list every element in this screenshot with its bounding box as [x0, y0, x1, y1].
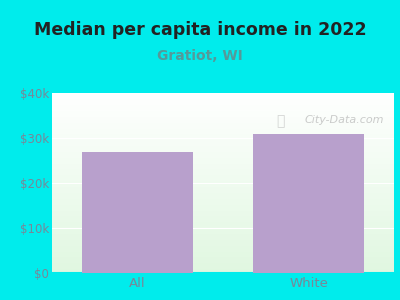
Text: City-Data.com: City-Data.com — [304, 115, 384, 124]
Text: Gratiot, WI: Gratiot, WI — [157, 50, 243, 64]
Text: ⦿: ⦿ — [276, 115, 284, 129]
Bar — [253, 134, 364, 273]
Text: Median per capita income in 2022: Median per capita income in 2022 — [34, 21, 366, 39]
Bar — [82, 152, 193, 273]
